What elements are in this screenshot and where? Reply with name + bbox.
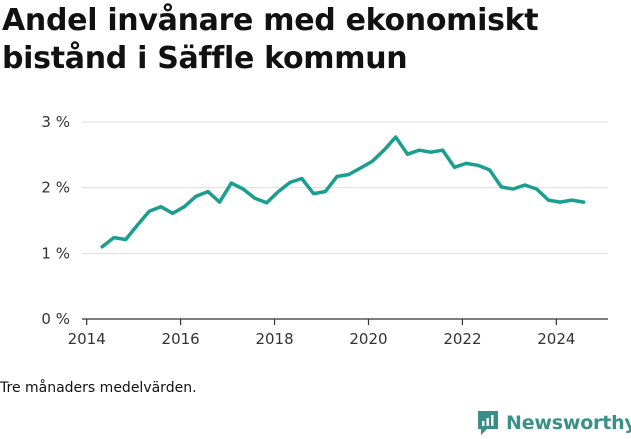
data-point [570, 198, 574, 202]
data-point [147, 209, 151, 213]
data-point [535, 187, 539, 191]
data-point [359, 166, 362, 170]
y-tick-label: 0 % [41, 310, 70, 328]
series-line [100, 135, 586, 249]
x-axis: 2014 2016 2018 2020 2022 2024 [68, 318, 608, 348]
x-tick-label: 2024 [537, 330, 575, 348]
data-point [312, 192, 315, 196]
data-point [265, 201, 269, 205]
data-point [464, 161, 468, 165]
data-point [194, 194, 198, 198]
data-point [323, 190, 327, 194]
data-point [546, 198, 550, 202]
x-tick-label: 2018 [255, 330, 293, 348]
data-point [406, 152, 409, 156]
data-point [159, 205, 163, 209]
chart-title: Andel invånare med ekonomiskt bistånd i … [2, 3, 539, 76]
data-point [288, 180, 292, 184]
line-chart: 0 % 1 % 2 % 3 % 2014 2016 2018 2020 2022 2024 [41, 113, 608, 348]
y-tick-label: 2 % [41, 179, 70, 197]
data-point [253, 196, 257, 200]
data-point [382, 148, 386, 152]
y-axis-labels: 0 % 1 % 2 % 3 % [41, 113, 70, 328]
data-point [511, 187, 515, 191]
brand-name: Newsworthy [506, 412, 631, 434]
data-point [476, 163, 480, 167]
data-point [135, 223, 139, 227]
data-point [394, 135, 398, 139]
x-tick-label: 2016 [162, 330, 200, 348]
data-point [182, 205, 186, 209]
data-point [276, 190, 280, 194]
x-tick-label: 2020 [349, 330, 387, 348]
x-tick-label: 2014 [68, 330, 106, 348]
y-tick-label: 1 % [41, 244, 70, 262]
data-point [347, 173, 351, 176]
data-point [124, 238, 128, 241]
data-point [300, 177, 304, 180]
data-point [229, 181, 233, 185]
newsworthy-logo-icon [478, 411, 498, 435]
data-point [171, 211, 175, 215]
data-point [441, 148, 445, 152]
data-point [112, 236, 116, 240]
data-point [488, 168, 492, 172]
data-point [429, 150, 433, 154]
data-point [218, 200, 222, 204]
data-point [452, 165, 456, 169]
data-point [100, 245, 104, 249]
data-point [523, 183, 527, 187]
data-point [417, 148, 421, 152]
data-point [206, 190, 210, 194]
y-tick-label: 3 % [41, 113, 70, 131]
series-group [100, 135, 586, 249]
brand-logo[interactable]: Newsworthy [476, 407, 631, 439]
data-point [241, 187, 245, 191]
x-tick-label: 2022 [443, 330, 481, 348]
chart-note: Tre månaders medelvärden. [0, 380, 197, 396]
data-point [370, 159, 374, 163]
data-point [558, 200, 562, 204]
data-point [499, 185, 503, 189]
data-point [582, 200, 586, 204]
data-point [335, 175, 339, 178]
